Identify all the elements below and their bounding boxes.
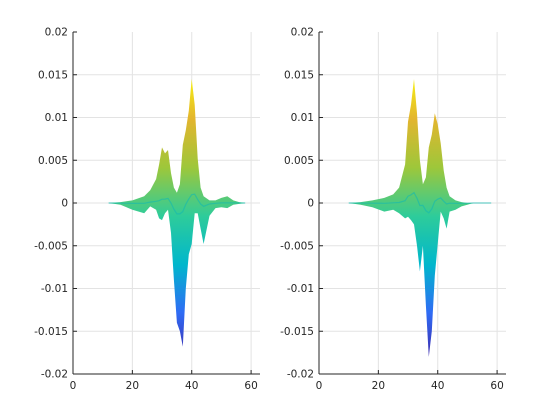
chart-panel-1: 0 20 40 60 -0.02 -0.015 -0.01 -0.005 0 0.005 0.01 0…: [34, 27, 260, 392]
surface-ridge-1: [108, 193, 246, 215]
y-tick-label: 0.02: [45, 27, 68, 39]
y-tick-label: -0.005: [34, 240, 68, 252]
y-tick-label: 0.02: [291, 27, 314, 39]
y-tick-label: -0.01: [287, 283, 314, 295]
y-tick-label: -0.01: [41, 283, 68, 295]
x-tick-label: 40: [185, 380, 198, 392]
y-tick-label: 0.015: [284, 69, 314, 81]
y-tick-label: 0: [307, 198, 314, 210]
chart-panel-2: 0 20 40 60 -0.02 -0.015 -0.01 -0.005 0 0.005 0.01 0…: [280, 27, 506, 392]
y-tick-label: 0.005: [38, 155, 68, 167]
y-tick-label: -0.005: [280, 240, 314, 252]
x-tick-label: 20: [126, 380, 139, 392]
y-tick-label: 0: [61, 198, 68, 210]
x-tick-label: 60: [244, 380, 257, 392]
y-tick-label: -0.02: [287, 369, 314, 381]
y-tick-label: -0.015: [280, 326, 314, 338]
y-tick-label: 0.015: [38, 69, 68, 81]
x-tick-label: 0: [70, 380, 77, 392]
y-tick-label: -0.02: [41, 369, 68, 381]
x-tick-label: 40: [431, 380, 444, 392]
y-tick-label: 0.005: [284, 155, 314, 167]
y-tick-label: -0.015: [34, 326, 68, 338]
surface-ridge-1: [348, 191, 492, 214]
x-tick-label: 20: [372, 380, 385, 392]
y-tick-label: 0.01: [45, 112, 68, 124]
surface-series-1: [348, 79, 492, 357]
x-tick-label: 0: [316, 380, 323, 392]
x-tick-label: 60: [490, 380, 503, 392]
y-tick-label: 0.01: [291, 112, 314, 124]
